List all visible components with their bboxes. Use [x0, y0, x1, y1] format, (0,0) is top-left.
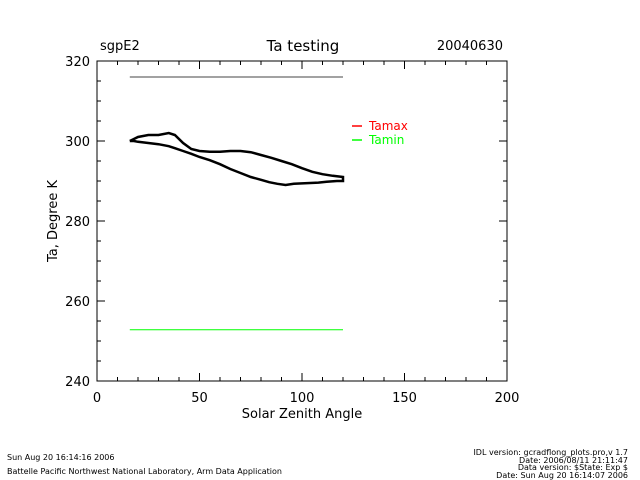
x-tick-label: 100 — [290, 391, 315, 406]
footer-timestamp: Sun Aug 20 16:14:16 2006 — [7, 453, 114, 462]
series-ta — [129, 131, 345, 187]
y-tick-label: 300 — [65, 135, 90, 150]
version-line: Data version: $State: Exp $ — [518, 463, 628, 472]
footer-organization: Battelle Pacific Northwest National Labo… — [7, 467, 282, 476]
site-label: sgpE2 — [100, 39, 140, 54]
legend-label: Tamax — [368, 119, 408, 133]
version-line: Date: 2006/08/11 21:11:47 — [519, 456, 628, 465]
y-tick-label: 280 — [65, 215, 90, 230]
y-tick-label: 320 — [65, 55, 90, 70]
y-tick-label: 240 — [65, 375, 90, 390]
x-tick-label: 50 — [191, 391, 208, 406]
x-axis-label: Solar Zenith Angle — [242, 407, 362, 422]
date-label: 20040630 — [437, 39, 503, 54]
footer: Sun Aug 20 16:14:16 2006 Battelle Pacifi… — [7, 448, 628, 480]
chart-title: Ta testing — [266, 37, 340, 55]
x-tick-label: 200 — [495, 391, 520, 406]
y-tick-label: 260 — [65, 295, 90, 310]
x-tick-label: 150 — [392, 391, 417, 406]
x-tick-label: 0 — [93, 391, 101, 406]
version-line: Date: Sun Aug 20 16:14:07 2006 — [496, 471, 628, 480]
y-axis-label: Ta, Degree K — [46, 180, 61, 263]
legend-label: Tamin — [368, 133, 404, 147]
version-line: IDL version: gcradflong_plots.pro,v 1.7 — [473, 448, 628, 457]
plot-frame — [96, 60, 508, 382]
